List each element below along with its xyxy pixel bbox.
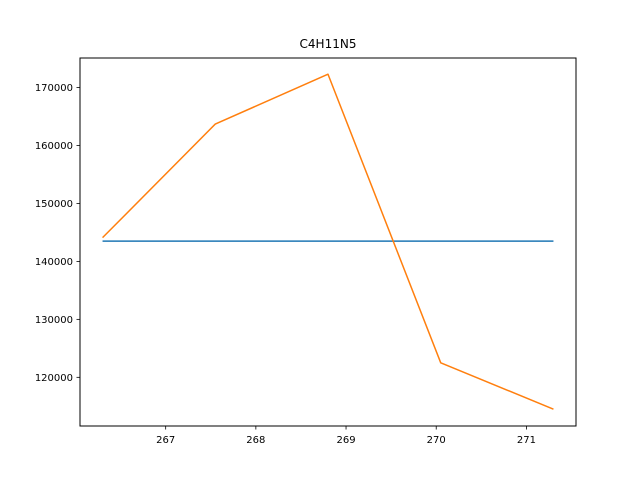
y-tick-label: 160000 xyxy=(35,141,73,152)
y-tick-label: 150000 xyxy=(35,199,73,210)
plot-frame xyxy=(79,57,577,427)
x-tick-label: 268 xyxy=(246,435,265,446)
x-tick-label: 269 xyxy=(336,435,355,446)
y-tick-label: 120000 xyxy=(35,373,73,384)
chart-title: C4H11N5 xyxy=(300,37,357,51)
x-tick-label: 270 xyxy=(427,435,446,446)
y-tick-label: 140000 xyxy=(35,257,73,268)
x-tick-label: 267 xyxy=(156,435,175,446)
x-axis: 267 268 269 270 271 xyxy=(156,426,536,446)
series-layer xyxy=(102,73,554,410)
x-tick-label: 271 xyxy=(517,435,536,446)
y-tick-label: 130000 xyxy=(35,315,73,326)
series-line-1 xyxy=(102,73,554,410)
y-tick-label: 170000 xyxy=(35,83,73,94)
y-axis: 120000 130000 140000 150000 160000 170000 xyxy=(35,83,80,384)
